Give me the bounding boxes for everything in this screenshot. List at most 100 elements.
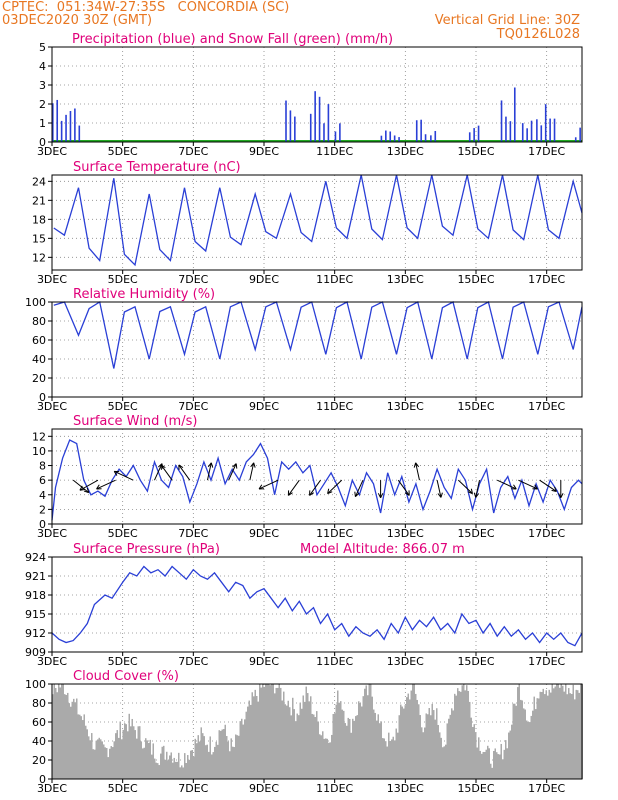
cloud-bar	[95, 740, 97, 779]
y-tick-label: 15	[32, 232, 46, 245]
wind-vector	[354, 479, 364, 497]
x-tick-label: 3DEC	[37, 145, 67, 158]
pressure-title: Surface Pressure (hPa)	[73, 542, 220, 557]
x-tick-label: 7DEC	[178, 655, 208, 668]
x-tick-label: 15DEC	[457, 400, 494, 413]
wind-vector	[79, 479, 99, 491]
cloud-bar	[182, 767, 184, 779]
panel-frame	[51, 46, 583, 143]
cloud-bar	[484, 752, 486, 779]
cloud-bar	[115, 733, 117, 779]
precip-bar	[513, 87, 516, 142]
cloud-bar	[103, 744, 105, 779]
cloud-bar	[227, 741, 229, 779]
precip-bar	[530, 120, 533, 142]
panel-temperature: 12 15 18 21 24 3DEC 5DEC 7DEC 9DEC 11DEC 13DEC 15DE…	[32, 160, 583, 286]
x-tick-label: 5DEC	[108, 782, 138, 795]
cloud-bar	[467, 690, 469, 779]
cloud-bar	[496, 752, 498, 779]
cloud-bar	[136, 738, 138, 779]
cloud-bar	[400, 704, 402, 779]
cloud-bar	[229, 751, 231, 779]
cloud-bar	[569, 693, 571, 779]
y-tick-label: 10	[32, 445, 46, 458]
cloud-bar	[433, 710, 435, 779]
y-tick-label: 80	[32, 315, 46, 328]
cloud-bar	[109, 748, 111, 779]
cloud-bar	[281, 700, 283, 779]
cloud-bar	[521, 700, 523, 779]
cloud-bar	[473, 724, 475, 779]
cloud-bar	[104, 747, 106, 779]
cloud-bar	[280, 687, 282, 779]
y-tick-label: 8	[39, 460, 46, 473]
x-tick-label: 11DEC	[316, 527, 353, 540]
header-grid-note: Vertical Grid Line: 30Z	[434, 13, 580, 28]
cloud-bar	[319, 734, 321, 779]
wind-vector-head	[79, 485, 85, 491]
cloud-bar	[218, 730, 220, 779]
cloud-bar	[242, 724, 244, 779]
x-tick-label: 17DEC	[528, 273, 565, 286]
y-tick-label: 0	[39, 518, 46, 531]
wind-vector-head	[96, 484, 102, 490]
cloud-bar	[398, 715, 400, 779]
cloud-bar	[370, 684, 372, 779]
cloud-bar	[335, 704, 337, 779]
cloud-bar	[299, 702, 301, 779]
cloud-bar	[70, 706, 72, 779]
cloud-bar	[523, 708, 525, 779]
cloud-bar	[413, 684, 415, 779]
cloud-bar	[364, 688, 366, 779]
cloud-bar	[139, 726, 141, 779]
cloud-bar	[553, 688, 555, 779]
cloud-bar	[443, 746, 445, 779]
cloud-bar	[317, 721, 319, 779]
cloud-bar	[358, 701, 360, 779]
precip-bar	[549, 118, 551, 142]
wind-vector-head	[413, 462, 420, 468]
cloud-bar	[275, 687, 277, 779]
cloud-bar	[190, 750, 192, 779]
cloud-bar	[268, 684, 270, 779]
cloud-bar	[56, 692, 58, 779]
cloud-bar	[196, 743, 198, 779]
cloud-bar	[217, 744, 219, 779]
cloud-bar	[424, 727, 426, 779]
cloud-bar	[565, 684, 567, 779]
cloud-bar	[491, 767, 493, 779]
cloud-bar	[80, 716, 82, 779]
precip-bar	[289, 110, 292, 142]
cloud-bar	[338, 702, 340, 779]
cloud-bar	[475, 732, 477, 779]
cloud-bar	[437, 724, 439, 779]
cloud-bar	[118, 737, 120, 779]
precip-bar	[477, 125, 480, 142]
precip-bar	[74, 108, 76, 142]
x-tick-label: 7DEC	[178, 145, 208, 158]
y-tick-label: 924	[25, 551, 46, 564]
y-tick-label: 0	[39, 136, 46, 149]
humidity-series-line	[53, 300, 583, 369]
cloud-bar	[106, 748, 108, 779]
wind-vector-head	[437, 492, 443, 498]
cloud-bar	[322, 731, 324, 779]
y-tick-label: 100	[25, 678, 46, 691]
cloud-bar	[526, 720, 528, 779]
panel-frame	[51, 683, 583, 780]
panel-humidity: 0 20 40 60 80 100 3DEC 5DEC 7DEC 9DEC 11DEC 13DEC 15…	[25, 287, 583, 413]
cloud-bar	[479, 750, 481, 779]
cloud-bar	[326, 738, 328, 779]
precip-bar	[52, 103, 54, 142]
cloud-bar	[571, 693, 573, 779]
temperature-series-line	[53, 174, 583, 267]
wind-vector-head	[558, 493, 564, 498]
wind-vector	[249, 462, 255, 481]
cloud-bar	[529, 722, 531, 779]
pressure-series-line	[51, 565, 583, 647]
cloud-bar	[371, 696, 373, 779]
cloud-bar	[167, 760, 169, 779]
x-tick-label: 11DEC	[316, 145, 353, 158]
cloud-bar	[175, 761, 177, 779]
x-tick-label: 13DEC	[387, 145, 424, 158]
